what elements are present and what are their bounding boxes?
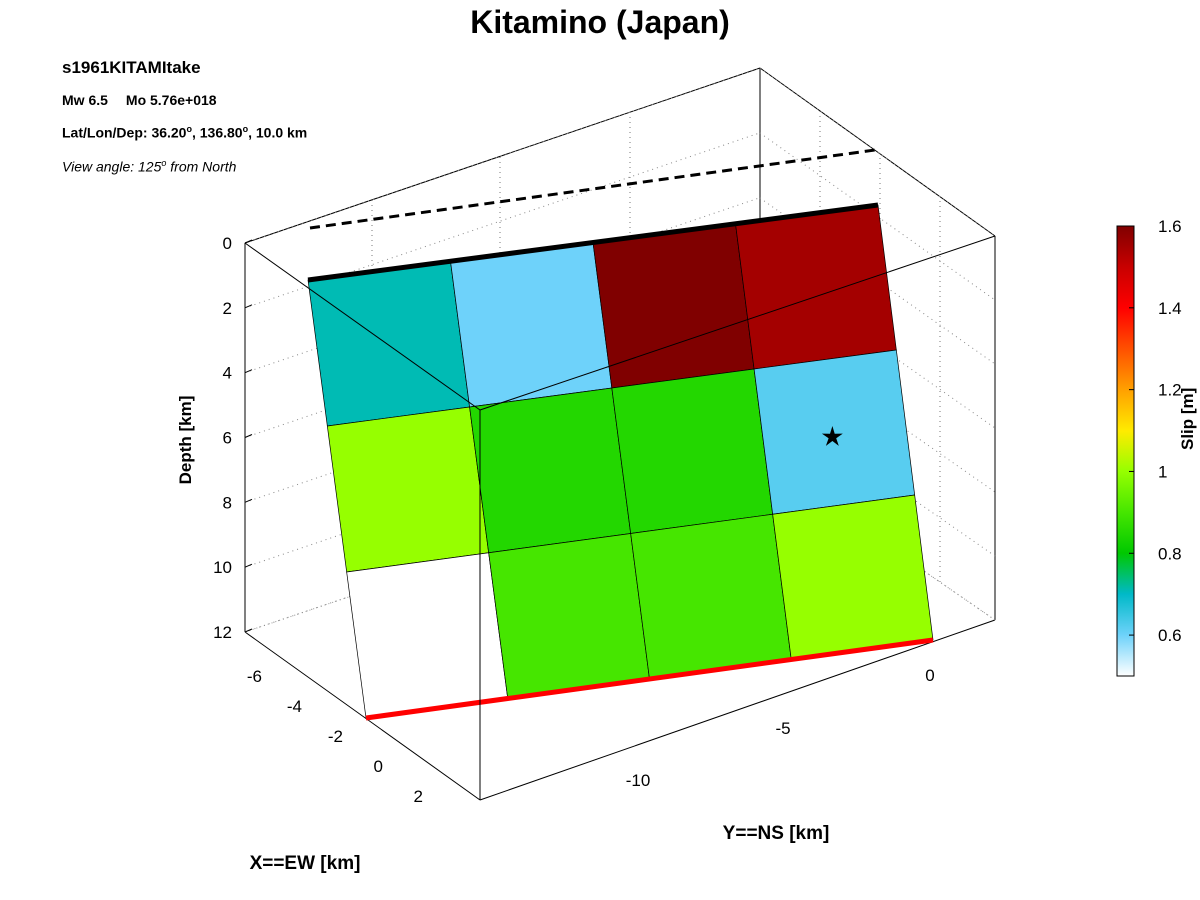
fault-patch: [753, 349, 916, 515]
depth-tick-mark: [244, 434, 253, 438]
fault-patch: [346, 552, 509, 719]
grid-line-horizontal: [759, 67, 996, 237]
depth-tick-label: 6: [223, 429, 232, 448]
lon-value: 136.80: [199, 124, 243, 141]
fault-patch: [307, 260, 470, 427]
ns-tick-label: 0: [925, 666, 934, 685]
event-id: s1961KITAMItake: [62, 58, 201, 77]
mo-value: Mo 5.76e+018: [125, 92, 217, 108]
fault-patch: [772, 494, 934, 660]
ew-tick-label: -2: [328, 727, 343, 746]
fault-patch: [326, 406, 490, 573]
colorbar-tick-label: 0.6: [1158, 626, 1182, 645]
dep-value: 10.0 km: [255, 124, 308, 141]
box-top-front-left: [244, 242, 481, 411]
depth-tick-label: 12: [213, 623, 232, 642]
grid-line-horizontal: [244, 326, 761, 503]
box-top-front-right: [479, 235, 996, 411]
fault-patch: [735, 204, 897, 370]
ew-tick-label: -4: [287, 697, 302, 716]
ns-axis-label: Y==NS [km]: [723, 823, 830, 844]
chart-title: Kitamino (Japan): [470, 4, 730, 40]
view-prefix: View angle: 125: [62, 158, 162, 175]
depth-tick-label: 8: [223, 493, 232, 512]
ew-tick-label: 0: [374, 757, 383, 776]
depth-tick-label: 0: [223, 234, 232, 253]
fault-patch: [469, 387, 632, 554]
ew-axis-label: X==EW [km]: [250, 853, 361, 874]
colorbar: [1116, 225, 1135, 677]
depth-tick-mark: [244, 563, 253, 568]
depth-tick-label: 10: [213, 558, 232, 577]
colorbar-tick-label: 1.2: [1158, 381, 1182, 400]
view-suffix: from North: [166, 158, 237, 175]
depth-tick-mark: [244, 628, 253, 633]
magnitude-line: Mw 6.5 Mo 5.76e+018: [62, 92, 217, 108]
degree-mark: o: [161, 158, 167, 168]
colorbar-label: Slip [m]: [1178, 387, 1197, 450]
ns-tick-label: -5: [775, 719, 790, 738]
grid-line-horizontal: [759, 132, 996, 301]
box-top-back-left: [244, 67, 761, 244]
fault-patch: [630, 513, 792, 680]
location-prefix: Lat/Lon/Dep:: [62, 124, 152, 141]
box-bottom-front-right: [479, 619, 996, 801]
fault-patch: [488, 533, 650, 699]
mw-value: Mw 6.5: [62, 92, 108, 108]
grid-line-horizontal: [244, 67, 761, 244]
depth-tick-label: 2: [223, 299, 232, 318]
colorbar-tick-label: 0.8: [1158, 544, 1182, 563]
depth-axis-label: Depth [km]: [176, 396, 195, 485]
colorbar-tick-label: 1: [1158, 462, 1167, 481]
location-line: Lat/Lon/Dep: 36.20o, 136.80o, 10.0 km: [62, 124, 308, 141]
fault-patch: [611, 368, 774, 534]
depth-tick-mark: [244, 498, 253, 503]
degree-mark: o: [242, 124, 249, 134]
ew-tick-label: -6: [247, 667, 262, 686]
colorbar-tick-label: 1.4: [1158, 299, 1182, 318]
depth-tick-mark: [244, 369, 253, 374]
colorbar-tick-label: 1.6: [1158, 217, 1182, 236]
depth-tick-mark: [244, 239, 253, 244]
fault-top-edge: [307, 202, 879, 283]
ew-tick-label: 2: [414, 787, 423, 806]
ns-tick-label: -10: [626, 771, 651, 790]
grid-line-horizontal: [244, 456, 761, 633]
view-angle-line: View angle: 125o from North: [62, 158, 236, 175]
hypocenter-star-icon: [821, 426, 843, 446]
grid-line-horizontal: [244, 391, 761, 568]
fault-patch: [450, 242, 613, 408]
degree-mark: o: [186, 124, 192, 134]
fault-bottom-edge: [365, 637, 934, 721]
depth-tick-label: 4: [223, 364, 232, 383]
box-bottom-front-left: [244, 631, 481, 801]
depth-tick-mark: [244, 304, 253, 309]
lat-value: 36.20: [151, 124, 187, 141]
